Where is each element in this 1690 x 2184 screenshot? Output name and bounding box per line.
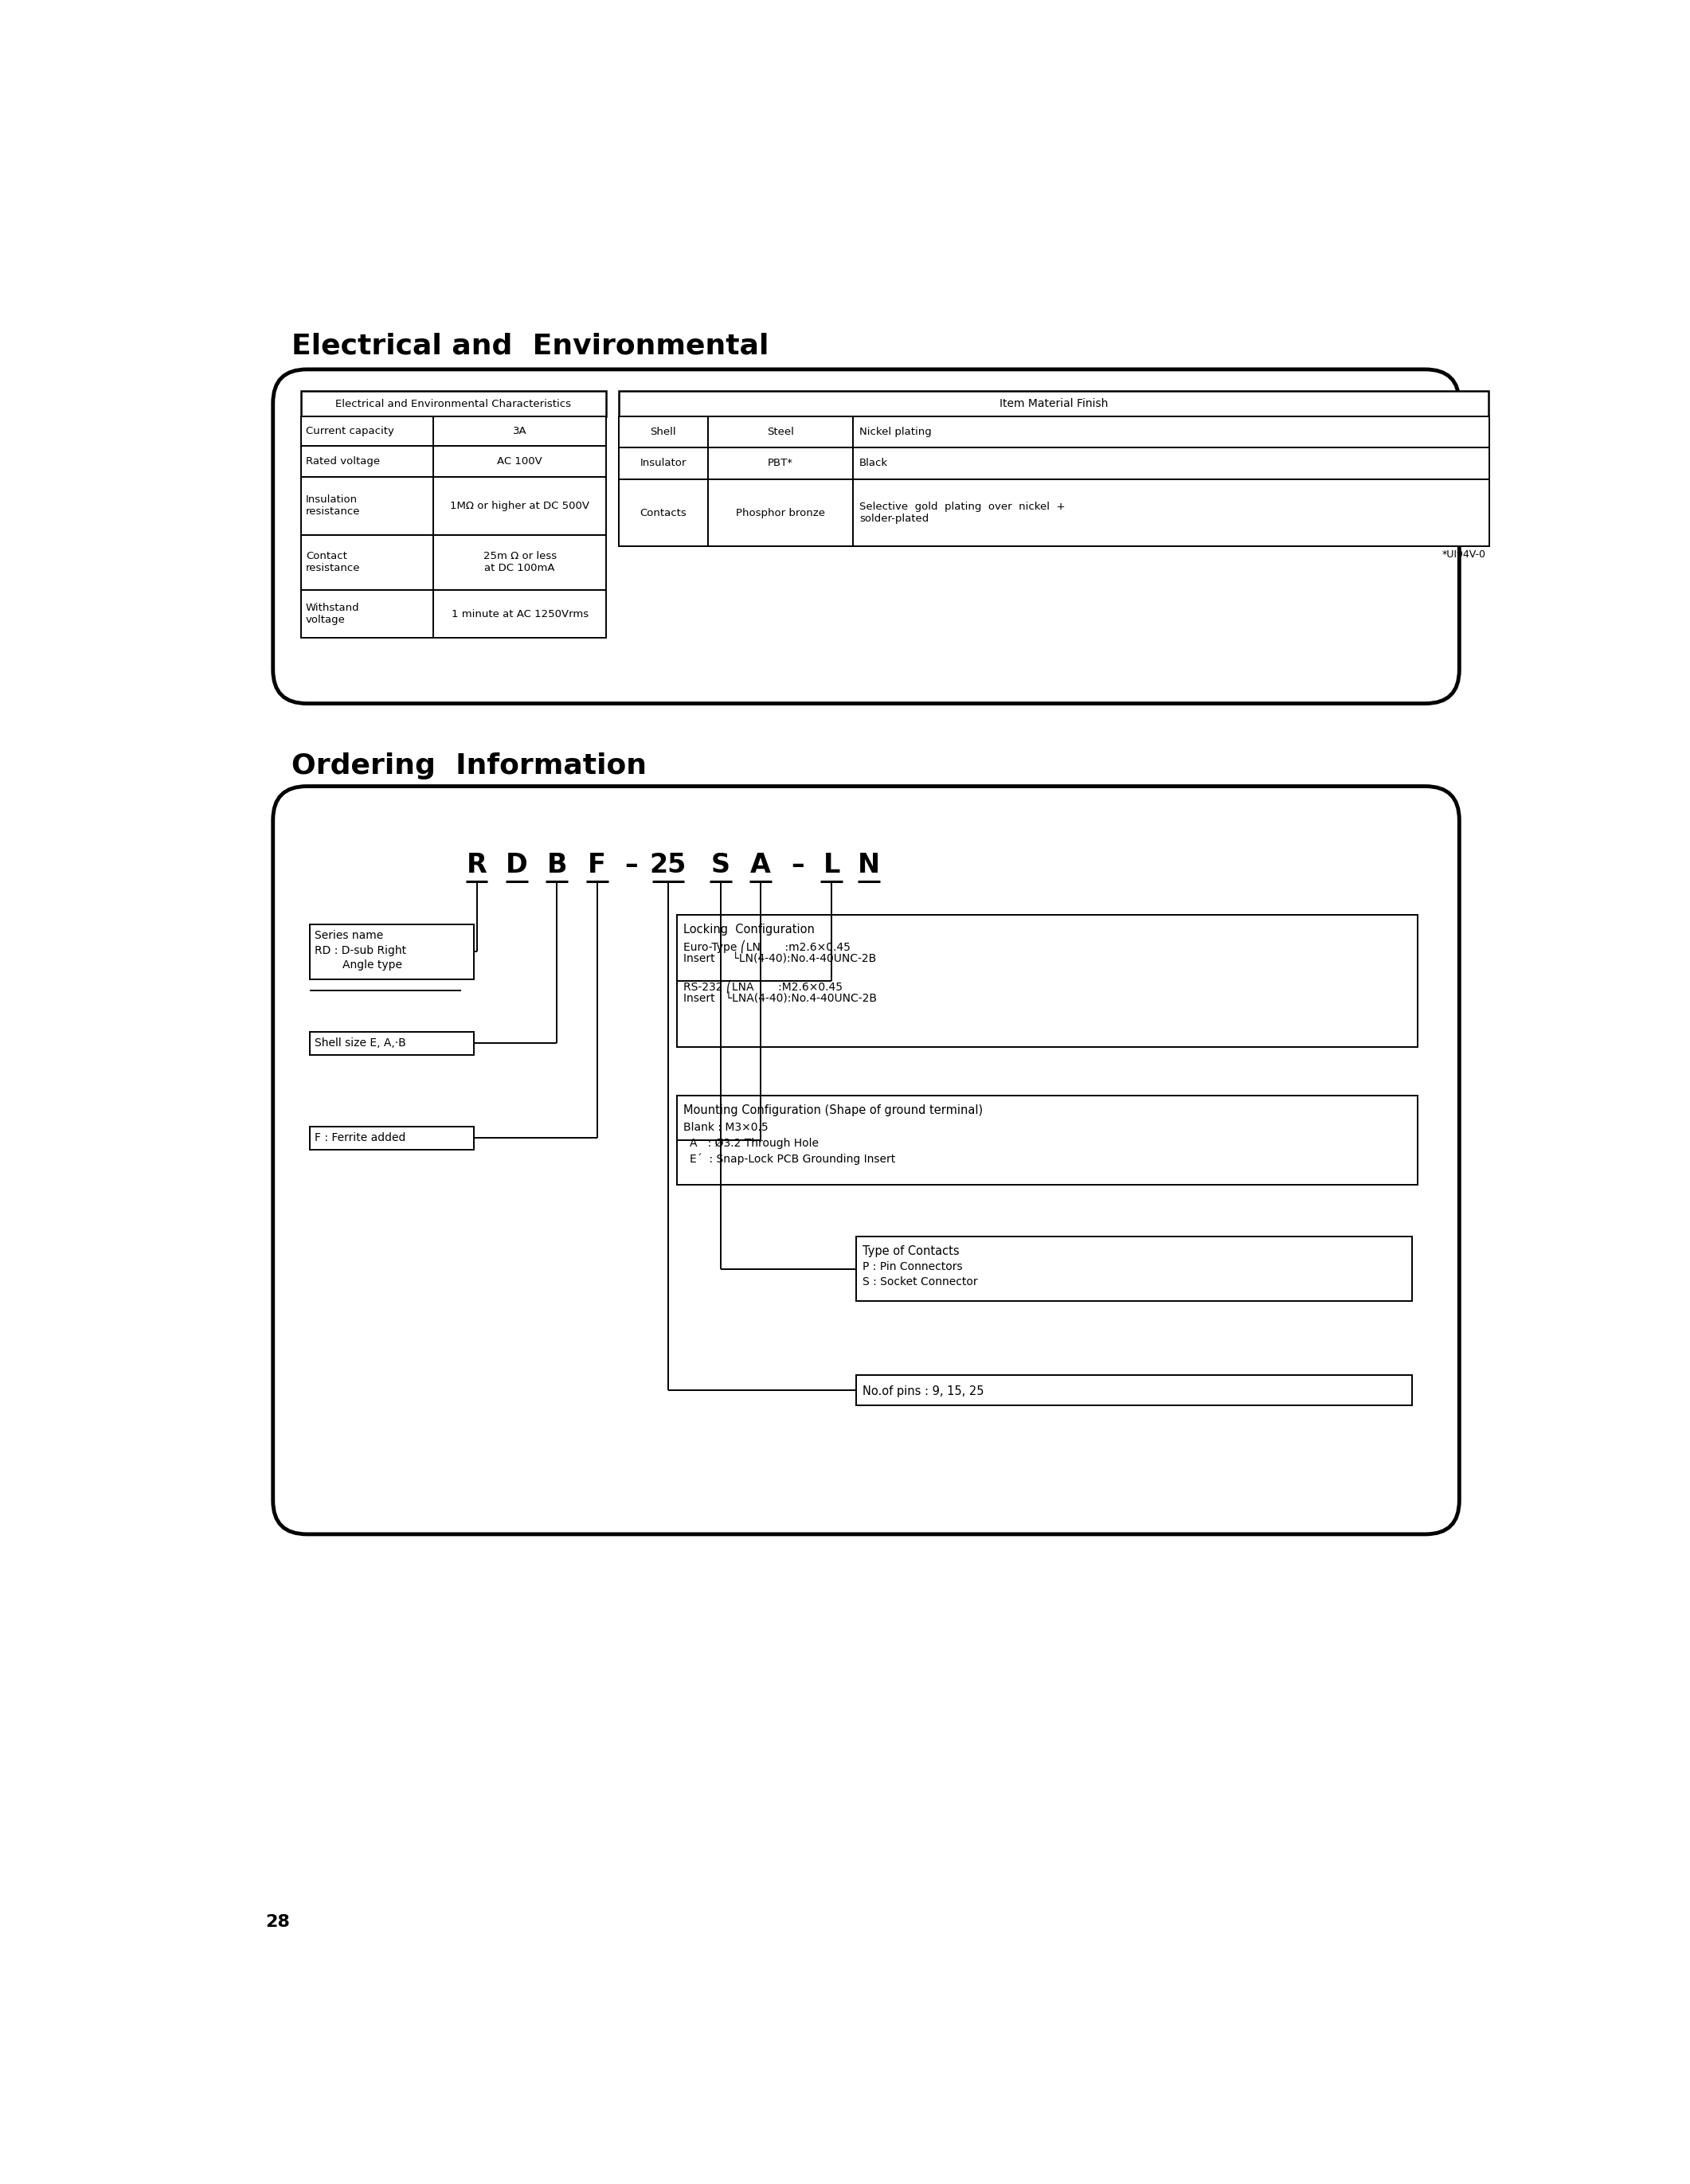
Bar xyxy=(708,448,853,478)
Text: 1 minute at AC 1250Vrms: 1 minute at AC 1250Vrms xyxy=(451,609,588,618)
Text: Black: Black xyxy=(859,459,889,467)
Text: Shell: Shell xyxy=(651,426,676,437)
Text: Withstand
voltage: Withstand voltage xyxy=(306,603,360,625)
Text: N: N xyxy=(857,852,880,878)
Text: F: F xyxy=(588,852,607,878)
Bar xyxy=(433,446,607,476)
Bar xyxy=(301,417,433,446)
Text: Electrical and  Environmental: Electrical and Environmental xyxy=(291,332,769,360)
Bar xyxy=(619,391,1489,417)
Bar xyxy=(853,417,1489,448)
Text: –: – xyxy=(624,852,637,878)
Text: Nickel plating: Nickel plating xyxy=(859,426,931,437)
Text: Series name: Series name xyxy=(314,930,384,941)
Bar xyxy=(433,535,607,590)
Text: E´  : Snap-Lock PCB Grounding Insert: E´ : Snap-Lock PCB Grounding Insert xyxy=(690,1153,896,1164)
Text: RS-232 ⎛LNA       :M2.6×0.45: RS-232 ⎛LNA :M2.6×0.45 xyxy=(683,978,843,994)
Text: Rated voltage: Rated voltage xyxy=(306,456,380,467)
Bar xyxy=(708,417,853,448)
Text: Euro-Type ⎛LN       :m2.6×0.45: Euro-Type ⎛LN :m2.6×0.45 xyxy=(683,939,850,952)
Text: B: B xyxy=(548,852,568,878)
Text: Shell size E, A,·B: Shell size E, A,·B xyxy=(314,1037,406,1048)
Text: S: S xyxy=(711,852,730,878)
Bar xyxy=(301,535,433,590)
Text: Insert   └LNA(4-40):No.4-40UNC-2B: Insert └LNA(4-40):No.4-40UNC-2B xyxy=(683,994,877,1005)
Bar xyxy=(301,391,607,417)
Text: *UI94V-0: *UI94V-0 xyxy=(1442,550,1486,559)
Bar xyxy=(678,1096,1418,1184)
Text: Contacts: Contacts xyxy=(641,507,686,518)
Bar xyxy=(708,478,853,546)
FancyBboxPatch shape xyxy=(274,786,1458,1533)
Text: Insert     └LN(4-40):No.4-40UNC-2B: Insert └LN(4-40):No.4-40UNC-2B xyxy=(683,952,877,965)
Text: RD : D-sub Right: RD : D-sub Right xyxy=(314,946,407,957)
Bar xyxy=(619,417,708,448)
Text: Selective  gold  plating  over  nickel  +: Selective gold plating over nickel + xyxy=(859,502,1065,511)
Bar xyxy=(309,1127,473,1149)
Text: Current capacity: Current capacity xyxy=(306,426,394,437)
Bar xyxy=(619,478,708,546)
Text: Insulator: Insulator xyxy=(641,459,686,467)
Bar xyxy=(301,476,433,535)
Text: Phosphor bronze: Phosphor bronze xyxy=(737,507,825,518)
Text: Blank : M3×0.5: Blank : M3×0.5 xyxy=(683,1123,769,1133)
Text: PBT*: PBT* xyxy=(767,459,793,467)
Bar xyxy=(433,476,607,535)
Text: L: L xyxy=(823,852,840,878)
Bar xyxy=(678,915,1418,1046)
Text: –: – xyxy=(791,852,804,878)
Bar xyxy=(853,448,1489,478)
Text: A   : Ø3.2 Through Hole: A : Ø3.2 Through Hole xyxy=(690,1138,818,1149)
Text: Contact
resistance: Contact resistance xyxy=(306,550,360,574)
Text: A: A xyxy=(750,852,771,878)
Text: Ordering  Information: Ordering Information xyxy=(291,753,647,780)
Text: 25: 25 xyxy=(649,852,686,878)
Text: R: R xyxy=(466,852,487,878)
Text: D: D xyxy=(505,852,527,878)
Text: Item Material Finish: Item Material Finish xyxy=(999,397,1109,408)
Text: 3A: 3A xyxy=(512,426,527,437)
Text: Angle type: Angle type xyxy=(314,959,402,972)
FancyBboxPatch shape xyxy=(274,369,1458,703)
Bar xyxy=(433,590,607,638)
Bar xyxy=(433,417,607,446)
Text: Type of Contacts: Type of Contacts xyxy=(862,1245,960,1258)
Text: No.of pins : 9, 15, 25: No.of pins : 9, 15, 25 xyxy=(862,1385,984,1398)
Bar xyxy=(619,448,708,478)
Text: Locking  Configuration: Locking Configuration xyxy=(683,924,815,935)
Text: Insulation
resistance: Insulation resistance xyxy=(306,494,360,518)
Bar xyxy=(857,1236,1411,1302)
Bar xyxy=(857,1374,1411,1406)
Text: 1MΩ or higher at DC 500V: 1MΩ or higher at DC 500V xyxy=(450,500,590,511)
Text: AC 100V: AC 100V xyxy=(497,456,542,467)
Text: P : Pin Connectors: P : Pin Connectors xyxy=(862,1262,963,1273)
Text: S : Socket Connector: S : Socket Connector xyxy=(862,1275,977,1286)
Text: solder-plated: solder-plated xyxy=(859,513,930,524)
Text: Steel: Steel xyxy=(767,426,794,437)
Bar xyxy=(309,924,473,978)
Bar xyxy=(301,446,433,476)
Text: F : Ferrite added: F : Ferrite added xyxy=(314,1133,406,1144)
Text: Mounting Configuration (Shape of ground terminal): Mounting Configuration (Shape of ground … xyxy=(683,1105,984,1116)
Text: Electrical and Environmental Characteristics: Electrical and Environmental Characteris… xyxy=(336,397,571,408)
Bar xyxy=(853,478,1489,546)
Text: 25m Ω or less
at DC 100mA: 25m Ω or less at DC 100mA xyxy=(483,550,556,574)
Text: 28: 28 xyxy=(265,1915,291,1931)
Bar xyxy=(301,590,433,638)
Bar xyxy=(309,1031,473,1055)
